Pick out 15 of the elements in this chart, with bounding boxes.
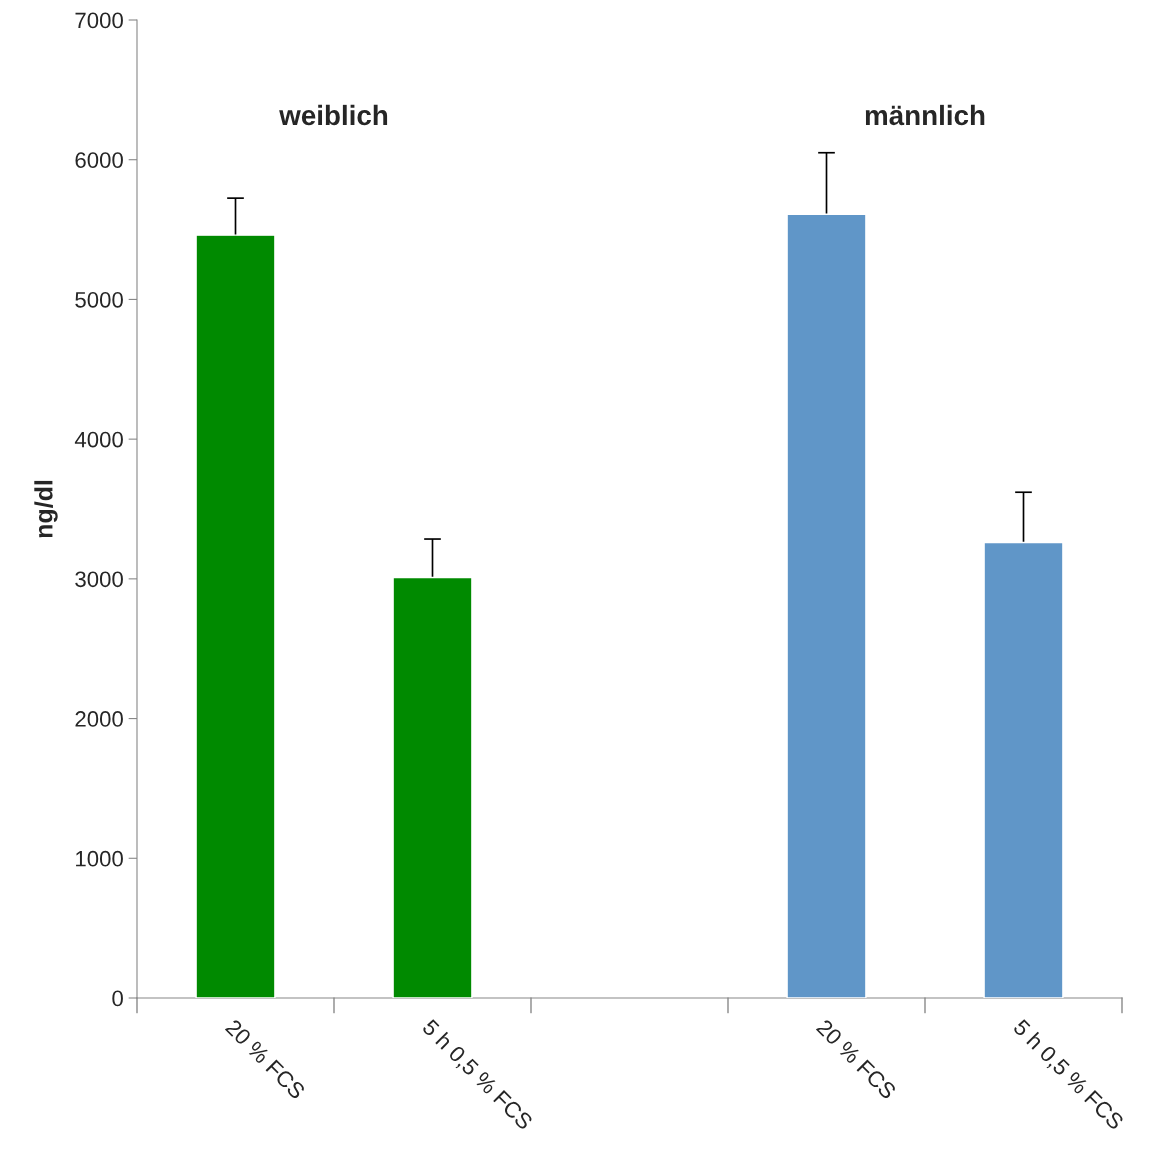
y-tick-label: 6000 [75,152,123,168]
y-tick-label: 4000 [74,431,123,448]
y-tick-label: 1000 [76,850,123,867]
y-tick-label: 2000 [75,711,123,727]
y-tick-label: 3000 [75,571,123,588]
bar [983,541,1064,998]
bar [392,576,473,998]
annotation: männlich [865,104,985,126]
annotation: weiblich [279,104,388,126]
y-axis-title: ng/dl [34,480,58,538]
y-tick-label: 7000 [75,12,123,29]
y-tick-label: 0 [112,990,123,1007]
y-tick-label: 5000 [75,291,123,308]
bar [786,213,867,998]
bar [195,234,276,998]
